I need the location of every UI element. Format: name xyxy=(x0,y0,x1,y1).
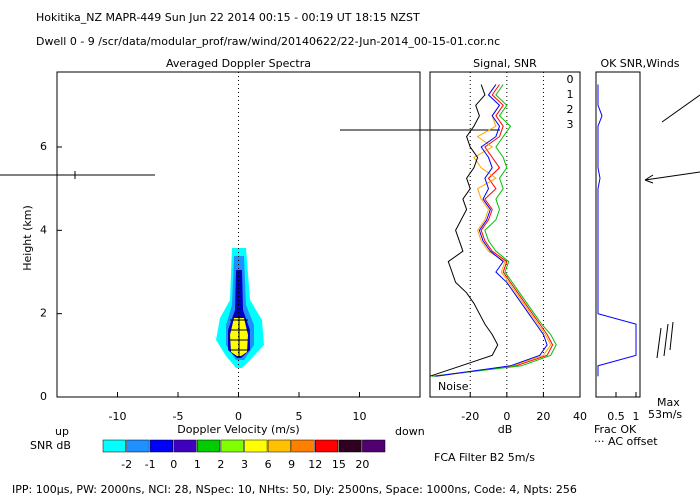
x-tick-label: 0 xyxy=(235,410,242,423)
colorbar-level: -2 xyxy=(121,458,132,471)
y-axis-label: Height (km) xyxy=(21,205,34,271)
plot-frame xyxy=(595,71,641,398)
x-tick-label: 20 xyxy=(536,410,550,423)
colorbar-level: 9 xyxy=(288,458,295,471)
annotation: down xyxy=(395,425,425,438)
x-tick-label: 0 xyxy=(503,410,510,423)
header-line: Dwell 0 - 9 /scr/data/modular_prof/raw/w… xyxy=(36,35,500,48)
x-tick-label: -10 xyxy=(109,410,127,423)
legend-entry: 1 xyxy=(567,88,574,101)
legend-entry: 3 xyxy=(567,118,574,131)
y-tick-label: 2 xyxy=(40,307,47,320)
x-axis-label: Doppler Velocity (m/s) xyxy=(177,423,299,436)
profile-line xyxy=(433,84,554,377)
cursor xyxy=(0,94,700,359)
profile-line xyxy=(435,84,548,377)
header-line: Hokitika_NZ MAPR-449 Sun Jun 22 2014 00:… xyxy=(36,11,420,24)
color-swatch xyxy=(197,439,221,453)
color-swatch xyxy=(244,439,268,453)
color-swatch xyxy=(338,439,362,453)
x-tick-label: 40 xyxy=(573,410,587,423)
legend-entry: 2 xyxy=(567,103,574,116)
annotation: 53m/s xyxy=(648,408,682,421)
legend-entry: 0 xyxy=(567,73,574,86)
color-swatch xyxy=(220,439,244,453)
colorbar-level: 3 xyxy=(241,458,248,471)
color-swatch xyxy=(149,439,174,453)
color-swatch xyxy=(362,439,386,453)
colorbar-level: 20 xyxy=(355,458,369,471)
x-tick-label: 10 xyxy=(353,410,367,423)
panel-title: OK SNR,Winds xyxy=(600,57,679,70)
annotation: Max xyxy=(657,396,680,409)
colorbar-level: 12 xyxy=(308,458,322,471)
profile-line xyxy=(597,84,637,377)
x-tick-label: -5 xyxy=(173,410,184,423)
plot-frame xyxy=(429,71,581,398)
y-tick-label: 4 xyxy=(40,223,47,236)
colorbar-level: 1 xyxy=(194,458,201,471)
colorbar-level: -1 xyxy=(145,458,156,471)
x-tick-label: 0.5 xyxy=(607,410,625,423)
color-swatch xyxy=(291,439,315,453)
color-swatch xyxy=(173,439,197,453)
colorbar-level: 0 xyxy=(170,458,177,471)
annotation: ··· AC offset xyxy=(594,435,658,448)
y-tick-label: 0 xyxy=(40,390,47,403)
colorbar-level: 2 xyxy=(217,458,224,471)
profile-line xyxy=(431,84,557,377)
x-tick-label: -20 xyxy=(461,410,479,423)
profile-line xyxy=(429,84,499,377)
colorbar-level: 15 xyxy=(332,458,346,471)
x-axis-label: dB xyxy=(498,423,513,436)
color-swatch xyxy=(126,439,150,453)
color-swatch xyxy=(267,439,291,453)
x-tick-label: 5 xyxy=(296,410,303,423)
color-swatch xyxy=(102,439,126,453)
profile-line xyxy=(437,84,552,377)
color-swatch xyxy=(315,439,339,453)
annotation: Noise xyxy=(438,380,469,393)
spectrum-contours xyxy=(216,248,264,368)
colorbar-level: 6 xyxy=(265,458,272,471)
x-tick-label: 1 xyxy=(633,410,640,423)
footer-params: IPP: 100μs, PW: 2000ns, NCI: 28, NSpec: … xyxy=(12,483,577,496)
annotation: up xyxy=(55,425,69,438)
panel-title: Signal, SNR xyxy=(473,57,537,70)
footer-filter: FCA Filter B2 5m/s xyxy=(434,451,535,464)
x-axis-label: Frac OK xyxy=(594,423,637,436)
panel-title: Averaged Doppler Spectra xyxy=(166,57,311,70)
colorbar-label: SNR dB xyxy=(30,439,71,452)
y-tick-label: 6 xyxy=(40,140,47,153)
